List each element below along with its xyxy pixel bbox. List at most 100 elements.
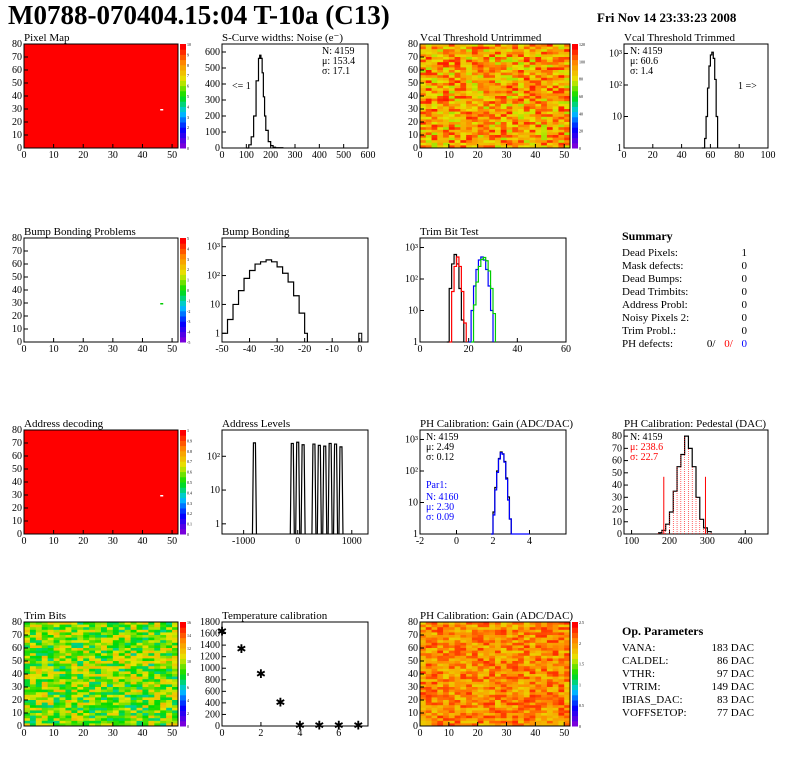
heatmap-cell [460, 116, 467, 120]
heatmap-cell [483, 637, 490, 641]
heatmap-cell [541, 624, 548, 628]
heatmap-cell [546, 140, 554, 144]
heatmap-cell [535, 629, 542, 633]
heatmap-cell [142, 640, 149, 644]
heatmap-cell [500, 632, 508, 636]
heatmap-cell [35, 700, 43, 704]
heatmap-cell [460, 114, 467, 118]
heatmap-cell [454, 720, 461, 724]
heatmap-cell [512, 88, 519, 92]
y-tick-label: 30 [12, 490, 22, 501]
heatmap-cell [420, 49, 427, 53]
heatmap-cell [454, 62, 461, 66]
heatmap-cell [431, 90, 438, 94]
heatmap-cell [500, 77, 508, 81]
heatmap-cell [65, 694, 72, 698]
y-tick-label: 40 [408, 91, 418, 102]
heatmap-cell [95, 710, 102, 714]
heatmap-cell [118, 648, 126, 652]
heatmap-cell [124, 627, 132, 631]
heatmap-cell [529, 671, 536, 675]
summary-value: 0 [741, 312, 748, 324]
heatmap-cell [483, 650, 490, 654]
heatmap-cell [541, 689, 548, 693]
heatmap-cell [564, 681, 571, 685]
heatmap-cell [466, 645, 473, 649]
heatmap-cell [541, 640, 548, 644]
heatmap-cell [471, 710, 479, 714]
heatmap-cell [466, 80, 473, 84]
heatmap-cell [124, 632, 132, 636]
heatmap-cell [53, 707, 61, 711]
color-scale-label: 6 [187, 84, 189, 89]
heatmap-cell [425, 72, 433, 76]
heatmap-cell [460, 671, 467, 675]
heatmap-cell [541, 637, 548, 641]
heatmap-cell [448, 116, 456, 120]
heatmap-cell [172, 676, 179, 680]
heatmap-cell [71, 637, 78, 641]
heatmap-cell [535, 49, 542, 53]
heatmap-cell [495, 124, 502, 128]
heatmap-cell [160, 694, 167, 698]
summary-value: 0 [741, 286, 748, 298]
heatmap-cell [518, 679, 525, 683]
heatmap-cell [512, 707, 519, 711]
heatmap-cell [166, 687, 173, 691]
heatmap-cell [65, 710, 72, 714]
x-tick-label: 50 [559, 728, 569, 739]
heatmap-cell [523, 658, 531, 662]
heatmap-cell [95, 676, 102, 680]
heatmap-cell [523, 627, 531, 631]
scatter-point: ✱ [334, 718, 344, 732]
heatmap-cell [512, 697, 519, 701]
heatmap-cell [148, 676, 155, 680]
heatmap-cell [552, 44, 559, 48]
heatmap-cell [564, 707, 571, 711]
heatmap-cell [506, 687, 513, 691]
heatmap-cell [552, 637, 559, 641]
heatmap-cell [564, 655, 571, 659]
heatmap-cell [29, 640, 37, 644]
heatmap-cell [558, 648, 565, 652]
heatmap-cell [460, 697, 467, 701]
heatmap-cell [477, 46, 484, 50]
heatmap-cell [523, 83, 531, 87]
heatmap-cell [523, 57, 531, 61]
heatmap-cell [460, 705, 467, 709]
heatmap-cell [518, 64, 525, 68]
heatmap-cell [420, 124, 427, 128]
heatmap-cell [154, 642, 161, 646]
heatmap-cell [529, 44, 536, 48]
heatmap-cell [160, 653, 167, 657]
heatmap-cell [454, 679, 461, 683]
heatmap-cell [460, 101, 467, 105]
heatmap-cell [420, 702, 427, 706]
heatmap-cell [529, 57, 536, 61]
heatmap-cell [71, 715, 78, 719]
heatmap-cell [454, 668, 461, 672]
heatmap-cell [495, 702, 502, 706]
heatmap-cell [160, 627, 167, 631]
heatmap-cell [443, 59, 450, 63]
heatmap-cell [425, 132, 433, 136]
heatmap-cell [118, 650, 126, 654]
heatmap-cell [523, 648, 531, 652]
heatmap-cell [512, 83, 519, 87]
x-tick-label: 20 [464, 344, 474, 355]
heatmap-cell [495, 67, 502, 71]
heatmap-cell [166, 676, 173, 680]
heatmap-cell [471, 694, 479, 698]
heatmap-cell [471, 679, 479, 683]
heatmap-cell [130, 663, 138, 667]
heatmap-cell [460, 70, 467, 74]
stats-line: μ: 60.6 [630, 56, 658, 67]
heatmap-cell [489, 145, 496, 149]
heatmap-cell [47, 723, 55, 727]
heatmap-cell [166, 640, 173, 644]
heatmap-cell [448, 85, 456, 89]
heatmap-cell [59, 715, 66, 719]
heatmap-cell [460, 90, 467, 94]
heatmap-cell [471, 93, 479, 97]
heatmap-cell [506, 668, 513, 672]
